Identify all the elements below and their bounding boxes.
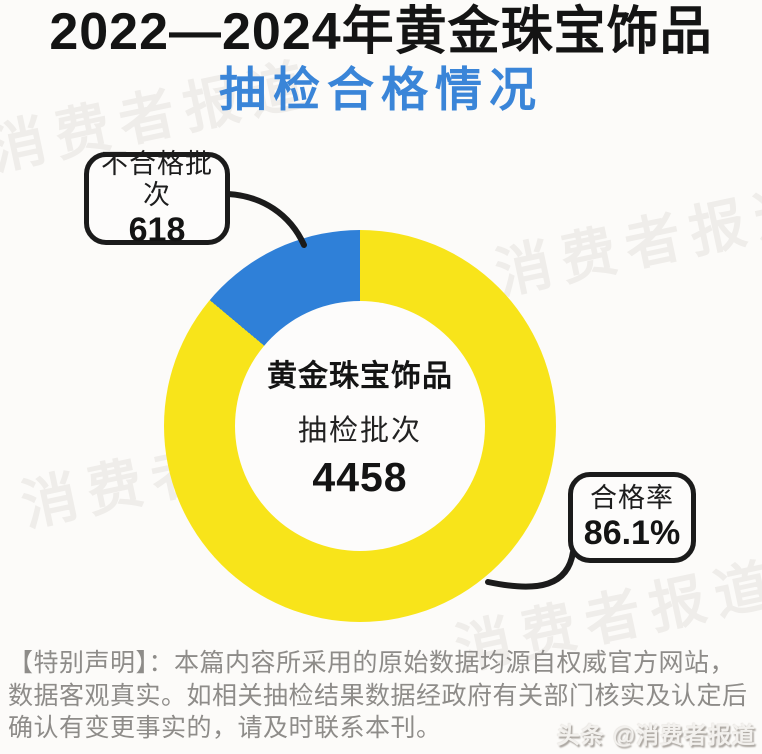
page-title: 2022—2024年黄金珠宝饰品	[49, 3, 713, 61]
donut-chart: 黄金珠宝饰品 抽检批次 4458	[164, 230, 556, 622]
platform-watermark: 头条 @消费者报道	[557, 716, 756, 750]
callout-unqualified-value: 618	[128, 210, 186, 249]
donut-hole: 黄金珠宝饰品 抽检批次 4458	[235, 301, 485, 551]
connector-line-unqualified	[225, 191, 307, 248]
disclaimer-line: 【特别声明】：本篇内容所采用的原始数据均源自权威官方网站，	[8, 649, 736, 677]
callout-unqualified: 不合格批次 618	[84, 148, 230, 249]
donut-center-title: 黄金珠宝饰品	[267, 360, 453, 393]
toutiao-handle: @消费者报道	[612, 722, 756, 748]
disclaimer-line: 数据客观真实。如相关抽检结果数据经政府有关部门核实及认定后	[8, 681, 748, 710]
page-subtitle: 抽检合格情况	[219, 63, 543, 116]
callout-passrate-label: 合格率	[590, 483, 674, 513]
toutiao-logo: 头条	[556, 722, 605, 748]
disclaimer-line: 确认有变更事实的，请及时联系本刊。	[8, 714, 442, 742]
donut-center-value: 4458	[312, 454, 408, 500]
callout-unqualified-label: 不合格批次	[101, 148, 213, 210]
background-watermark: 消费者报道	[489, 175, 762, 306]
donut-center-subtitle: 抽检批次	[297, 415, 422, 447]
callout-passrate: 合格率 86.1%	[568, 472, 696, 563]
disclaimer: 【特别声明】：本篇内容所采用的原始数据均源自权威官方网站， 数据客观真实。如相关…	[8, 647, 758, 745]
callout-passrate-value: 86.1%	[583, 514, 681, 552]
